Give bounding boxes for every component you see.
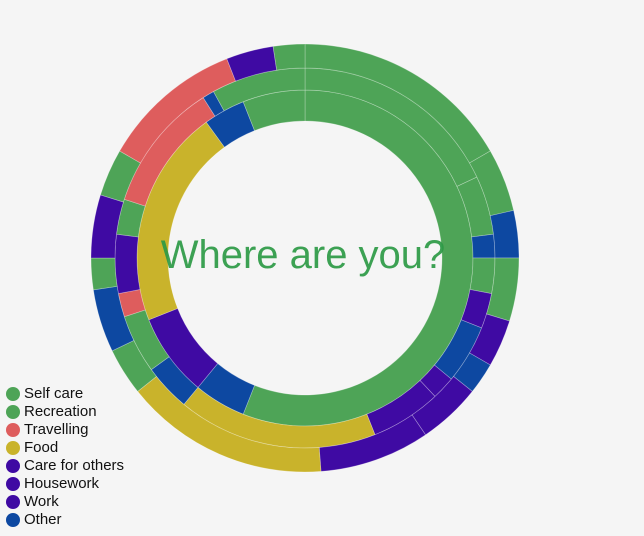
sunburst-segment-ring2-3[interactable] [469,257,496,295]
legend-swatch [6,477,20,491]
legend-label: Food [24,439,59,456]
legend-item[interactable]: Food [6,439,166,457]
sunburst-segment-ring3-8[interactable] [137,375,322,473]
sunburst-segment-ring3-12[interactable] [90,194,124,259]
legend-label: Work [24,493,59,510]
legend-label: Self care [24,385,84,402]
legend-swatch [6,387,20,401]
sunburst-rings [90,43,520,473]
sunburst-segment-ring2-9[interactable] [150,356,199,405]
legend-swatch [6,459,20,473]
sunburst-segment-ring2-7[interactable] [366,379,436,436]
legend-swatch [6,441,20,455]
legend-swatch [6,423,20,437]
legend-item[interactable]: Care for others [6,457,166,475]
chart-title: Where are you? [161,233,446,277]
sunburst-segment-ring3-2[interactable] [489,209,520,259]
sunburst-segment-ring1-5[interactable] [242,89,306,132]
legend-item[interactable]: Other [6,511,166,529]
legend-swatch [6,513,20,527]
legend-label: Travelling [24,421,89,438]
legend-item[interactable]: Work [6,493,166,511]
legend-label: Recreation [24,403,97,420]
legend-swatch [6,405,20,419]
sunburst-segment-ring3-6[interactable] [411,375,473,436]
legend-label: Care for others [24,457,125,474]
sunburst-segment-ring2-2[interactable] [471,233,496,259]
legend-label: Housework [24,475,100,492]
sunburst-segment-ring2-0[interactable] [304,67,478,187]
legend-item[interactable]: Housework [6,475,166,493]
legend-label: Other [24,511,62,528]
legend-swatch [6,495,20,509]
legend-item[interactable]: Self care [6,385,166,403]
sunburst-segment-ring2-12[interactable] [114,233,141,295]
sunburst-segment-ring2-16[interactable] [212,67,306,112]
legend-item[interactable]: Recreation [6,403,166,421]
legend-item[interactable]: Travelling [6,421,166,439]
sunburst-segment-ring3-16[interactable] [272,43,306,71]
legend: Self care Recreation Travelling Food Care fo… [6,385,166,529]
sunburst-segment-ring1-0[interactable] [242,89,474,427]
sunburst-segment-ring3-11[interactable] [90,257,118,291]
